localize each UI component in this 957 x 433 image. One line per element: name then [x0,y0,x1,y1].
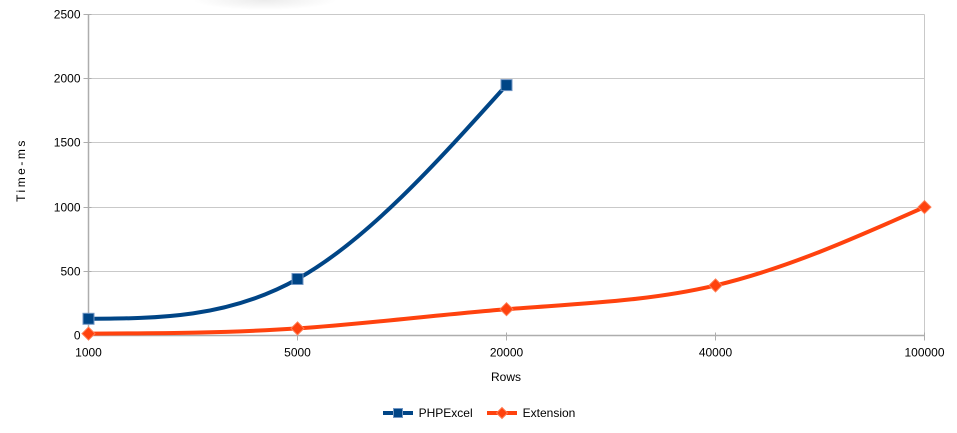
marker-phpexcel-2 [500,79,513,92]
marker-extension-3 [708,278,723,293]
legend-label-extension: Extension [522,406,576,420]
marker-extension-1 [290,321,305,336]
x-axis-title: Rows [490,370,522,384]
diamond-marker-icon [486,406,517,420]
y-tick-label: 500 [60,265,80,279]
marker-phpexcel-0 [82,312,95,325]
y-axis-title: Time-ms [14,138,28,202]
x-tick-label: 5000 [284,346,311,360]
marker-phpexcel-1 [291,273,304,285]
x-tick-label: 1000 [75,346,102,360]
x-tick-label: 100000 [904,346,944,360]
marker-extension-4 [917,199,932,215]
y-tick-label: 2500 [54,8,81,22]
marker-extension-2 [499,301,514,317]
legend-item-phpexcel: PHPExcel [382,406,473,420]
y-tick-label: 1000 [54,201,81,215]
marker-extension-0 [81,326,96,341]
x-tick-label: 20000 [490,346,524,360]
y-tick-label: 0 [74,329,81,343]
y-tick-label: 1500 [54,136,81,150]
y-tick-label: 2000 [54,72,81,86]
chart-legend: PHPExcel Extension [0,406,957,420]
legend-label-phpexcel: PHPExcel [418,406,473,420]
legend-item-extension: Extension [486,406,576,420]
square-marker-icon [382,408,413,418]
x-tick-label: 40000 [699,346,733,360]
